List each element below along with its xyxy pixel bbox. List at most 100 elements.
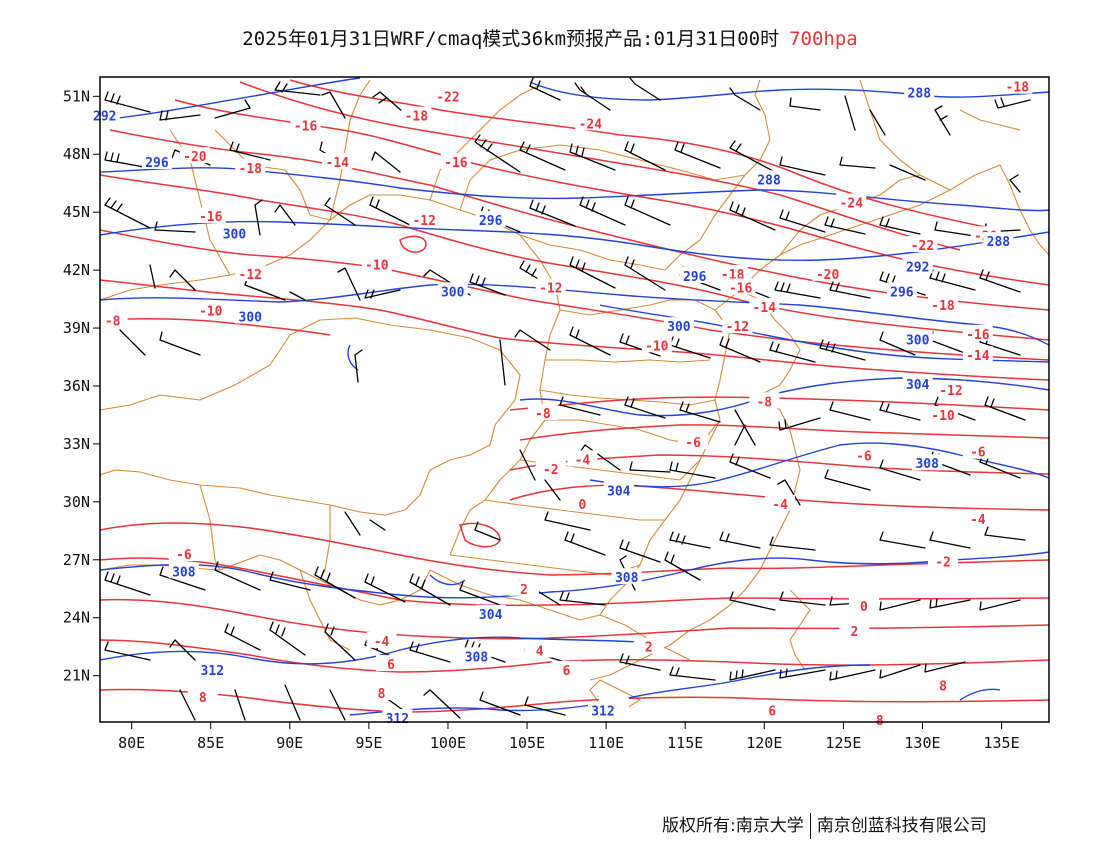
y-tick-label: 48N bbox=[63, 145, 90, 163]
geopotential-contour-label: 296 bbox=[479, 214, 503, 229]
temperature-contour-label-bg bbox=[567, 494, 598, 511]
temperature-contour-label: -12 bbox=[726, 320, 749, 335]
geopotential-contour-label: 308 bbox=[172, 565, 196, 580]
geopotential-contour-label: 300 bbox=[906, 334, 930, 349]
temperature-contour-label: -6 bbox=[685, 436, 701, 451]
geopotential-contour-label-bg bbox=[89, 106, 120, 123]
temperature-contour-label: -16 bbox=[444, 156, 468, 171]
temperature-contour-label-bg bbox=[935, 380, 966, 397]
geopotential-contour-label-bg bbox=[382, 709, 413, 726]
temperature-contour-label-bg bbox=[864, 711, 895, 728]
temperature-contour-label: -14 bbox=[326, 156, 350, 171]
temperature-contour-label-bg bbox=[235, 264, 266, 281]
geopotential-contour-label: 300 bbox=[239, 310, 263, 325]
temperature-contour-label-bg bbox=[366, 684, 397, 701]
temperature-contour-label: -6 bbox=[176, 548, 192, 563]
temperature-contour-label-bg bbox=[524, 641, 555, 658]
temperature-contour-label: -8 bbox=[756, 395, 772, 410]
geopotential-contour-label-bg bbox=[475, 604, 506, 621]
y-tick-label: 21N bbox=[63, 667, 90, 685]
y-tick-label: 27N bbox=[63, 551, 90, 569]
temperature-contour-label-bg bbox=[195, 301, 226, 318]
geopotential-contour-label: 288 bbox=[757, 173, 781, 188]
temperature-contour-label: -16 bbox=[199, 210, 223, 225]
temperature-contour-label-bg bbox=[97, 311, 128, 328]
temperature-contour-label: 8 bbox=[378, 687, 386, 702]
geopotential-contour-label: 288 bbox=[908, 86, 932, 101]
y-tick-label: 45N bbox=[63, 203, 90, 221]
temperature-contour-label: -4 bbox=[575, 453, 591, 468]
temperature-contour-label-bg bbox=[290, 116, 321, 133]
temperature-contour-label: 6 bbox=[563, 664, 571, 679]
y-tick-label: 51N bbox=[63, 87, 90, 105]
temperature-contour-label: -12 bbox=[539, 281, 562, 296]
temperature-contour-label-bg bbox=[757, 701, 788, 718]
geopotential-contour-label: 304 bbox=[479, 608, 503, 623]
temperature-contour-label: 0 bbox=[578, 498, 586, 513]
temperature-contour-label: -6 bbox=[970, 446, 986, 461]
temperature-contour-label-bg bbox=[1002, 77, 1033, 94]
temperature-contour-label: -14 bbox=[753, 301, 777, 316]
temperature-contour-label-bg bbox=[678, 432, 709, 449]
temperature-contour-label: -4 bbox=[970, 513, 986, 528]
geopotential-contour-label: 312 bbox=[201, 664, 224, 679]
temperature-contour-label-bg bbox=[168, 544, 199, 561]
temperature-contour-label-bg bbox=[633, 637, 664, 654]
geopotential-contour-label-bg bbox=[904, 83, 935, 100]
geopotential-contour-label-bg bbox=[141, 152, 172, 169]
x-tick-label: 85E bbox=[197, 734, 224, 752]
temperature-contour-label-bg bbox=[962, 324, 993, 341]
temperature-contour-label-bg bbox=[962, 346, 993, 363]
temperature-contour-label-bg bbox=[508, 579, 539, 596]
temperature-contour-label: 2 bbox=[520, 583, 528, 598]
geopotential-contour-label: 312 bbox=[591, 704, 614, 719]
temperature-contour-label-bg bbox=[641, 336, 672, 353]
temperature-contour-label: -16 bbox=[729, 281, 753, 296]
geopotential-contour-label: 300 bbox=[667, 320, 691, 335]
temperature-contour-label-bg bbox=[535, 278, 566, 295]
temperature-contour-label: -22 bbox=[436, 90, 459, 105]
temperature-contour-label-bg bbox=[187, 687, 218, 704]
temperature-contour-label: -10 bbox=[931, 409, 955, 424]
temperature-contour-label: -20 bbox=[183, 150, 207, 165]
geopotential-contour-label-bg bbox=[912, 454, 943, 471]
temperature-contour-label: -18 bbox=[1006, 81, 1030, 96]
geopotential-contour-label-bg bbox=[461, 647, 492, 664]
temperature-contour-label: -8 bbox=[535, 407, 551, 422]
temperature-contour-label: -4 bbox=[772, 498, 788, 513]
temperature-contour-label: 4 bbox=[536, 645, 544, 660]
geopotential-contour-label: 308 bbox=[465, 650, 489, 665]
temperature-contour-label-bg bbox=[765, 494, 796, 511]
temperature-contour-label-bg bbox=[195, 207, 226, 224]
temperature-contour-label: 0 bbox=[860, 600, 868, 615]
y-tick-label: 36N bbox=[63, 377, 90, 395]
temperature-contour-label-bg bbox=[527, 404, 558, 421]
geopotential-contour-label-bg bbox=[235, 307, 266, 324]
geopotential-contour-label-bg bbox=[886, 282, 917, 299]
geopotential-contour-label-bg bbox=[587, 701, 618, 718]
geopotential-contour-label-bg bbox=[475, 210, 506, 227]
x-tick-label: 125E bbox=[825, 734, 861, 752]
geopotential-contour-label-bg bbox=[197, 660, 228, 677]
geopotential-contour-label-bg bbox=[603, 481, 634, 498]
temperature-contour-label: -24 bbox=[840, 197, 864, 212]
footer-separator bbox=[809, 813, 811, 839]
temperature-contour-label-bg bbox=[725, 278, 756, 295]
y-tick-label: 30N bbox=[63, 493, 90, 511]
geopotential-contour-label: 300 bbox=[223, 227, 247, 242]
temperature-labels: -22-18-16-20-18 -14 -16-24-24-18-16 -12-22-… bbox=[97, 77, 1033, 729]
temperature-contour-label-bg bbox=[907, 236, 938, 253]
temperature-contour-label: -20 bbox=[816, 268, 840, 283]
temperature-contour-label: -2 bbox=[935, 556, 951, 571]
temperature-contour-label-bg bbox=[928, 295, 959, 312]
temperature-contour-label-bg bbox=[432, 87, 463, 104]
geopotential-contour-label: 296 bbox=[145, 156, 169, 171]
temperature-contour-label: -10 bbox=[365, 258, 389, 273]
geopotential-contour-label-bg bbox=[663, 317, 694, 334]
title-main: 2025年01月31日WRF/cmaq模式36km预报产品:01月31日00时 bbox=[242, 28, 780, 50]
temperature-contour-label-bg bbox=[722, 317, 753, 334]
temperature-contour-label: -18 bbox=[931, 299, 955, 314]
geopotential-contour-label: 308 bbox=[615, 571, 639, 586]
temperature-contour-label-bg bbox=[836, 193, 867, 210]
